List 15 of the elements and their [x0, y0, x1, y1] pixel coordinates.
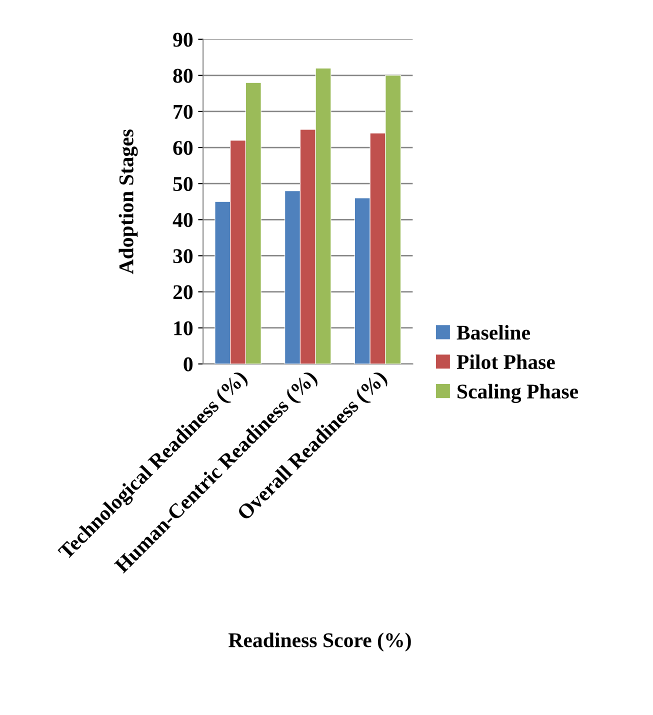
y-tick-label: 30 — [173, 249, 193, 264]
x-axis-title: Readiness Score (%) — [228, 632, 411, 652]
y-tick-label: 40 — [172, 213, 193, 228]
legend-label: Scaling Phase — [458, 384, 578, 403]
y-tick-label: 50 — [173, 176, 193, 192]
y-tick-label: 70 — [174, 104, 193, 119]
legend-label: Pilot Phase — [456, 354, 555, 370]
y-tick-label: 20 — [173, 285, 193, 300]
y-tick-label: 0 — [184, 357, 193, 372]
legend-label: Baseline — [456, 325, 530, 340]
y-tick-label: 80 — [173, 68, 193, 83]
y-tick-label: 60 — [173, 140, 193, 155]
y-tick-label: 10 — [174, 321, 193, 336]
y-tick-label: 90 — [173, 32, 193, 47]
y-axis-title: Adoption Stages — [118, 129, 138, 274]
